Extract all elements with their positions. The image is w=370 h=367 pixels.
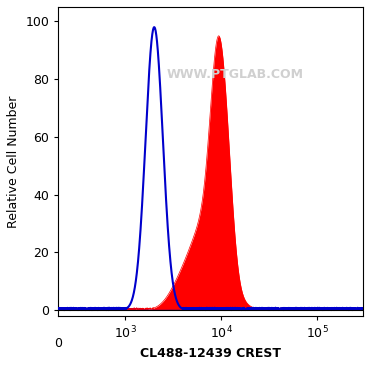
X-axis label: CL488-12439 CREST: CL488-12439 CREST [140, 347, 281, 360]
Text: WWW.PTGLAB.COM: WWW.PTGLAB.COM [166, 68, 304, 81]
Text: 0: 0 [54, 338, 63, 350]
Y-axis label: Relative Cell Number: Relative Cell Number [7, 95, 20, 228]
